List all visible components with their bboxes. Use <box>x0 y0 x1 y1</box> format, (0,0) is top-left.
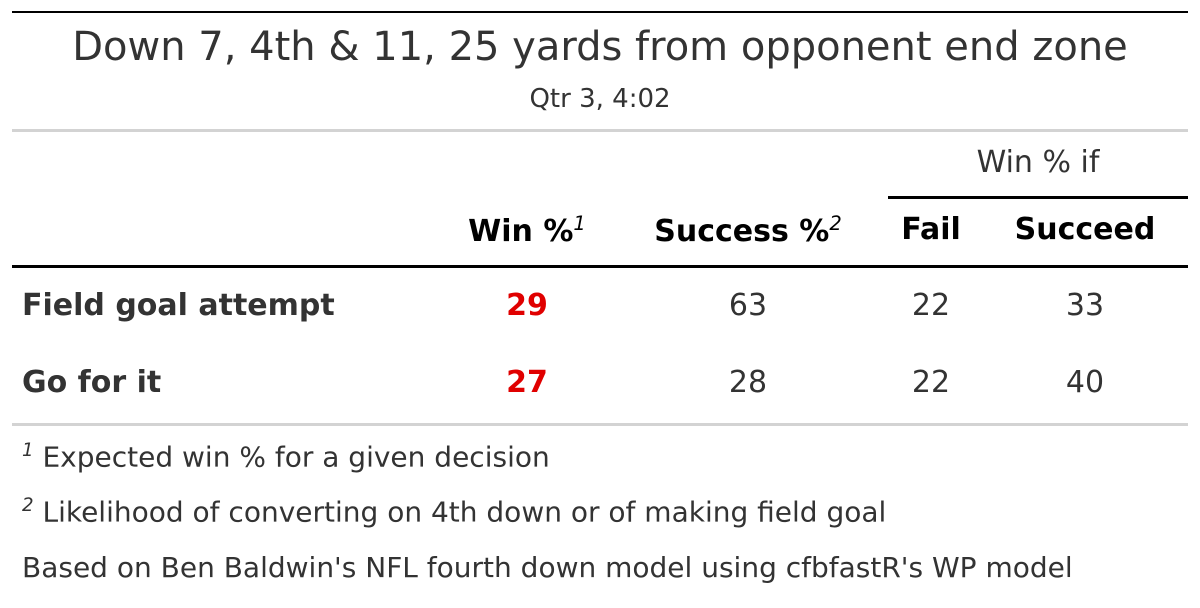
body-border <box>12 423 1188 426</box>
subtitle: Qtr 3, 4:02 <box>529 84 671 114</box>
row-label: Field goal attempt <box>22 288 335 323</box>
column-label: Succeed <box>1014 212 1156 247</box>
column-header: Success %2 <box>654 212 842 249</box>
cell: 28 <box>728 365 768 400</box>
column-header: Win %1 <box>468 212 586 249</box>
column-label: Success % <box>654 214 830 249</box>
cell: 27 <box>506 365 548 400</box>
header-rule <box>12 265 1188 268</box>
heading-border <box>12 129 1188 132</box>
cell: 22 <box>911 288 951 323</box>
spanner-rule <box>888 196 1188 199</box>
cell: 22 <box>911 365 951 400</box>
footnote-text: Expected win % for a given decision <box>42 440 550 474</box>
spanner: Win % if <box>976 145 1100 180</box>
column-label: Fail <box>901 212 961 247</box>
title: Down 7, 4th & 11, 25 yards from opponent… <box>72 24 1128 70</box>
footnote-mark: 2 <box>22 495 34 516</box>
footnote: 2 Likelihood of converting on 4th down o… <box>22 495 886 528</box>
source-note: Based on Ben Baldwin's NFL fourth down m… <box>22 551 1073 584</box>
footnote-mark: 1 <box>22 440 34 461</box>
cell: 40 <box>1065 365 1105 400</box>
footnote-text: Likelihood of converting on 4th down or … <box>42 495 887 529</box>
footnote-mark: 2 <box>829 212 842 235</box>
cell: 33 <box>1065 288 1105 323</box>
cell: 29 <box>506 288 548 323</box>
cell: 63 <box>728 288 768 323</box>
footnote: 1 Expected win % for a given decision <box>22 440 550 473</box>
top-border <box>12 11 1188 13</box>
column-label: Win % <box>468 214 574 249</box>
footnote-mark: 1 <box>573 212 586 235</box>
row-label: Go for it <box>22 365 162 400</box>
